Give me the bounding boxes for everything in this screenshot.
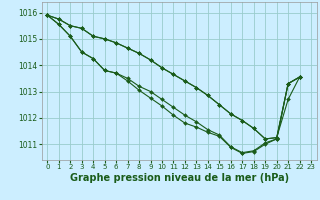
X-axis label: Graphe pression niveau de la mer (hPa): Graphe pression niveau de la mer (hPa) <box>70 173 289 183</box>
